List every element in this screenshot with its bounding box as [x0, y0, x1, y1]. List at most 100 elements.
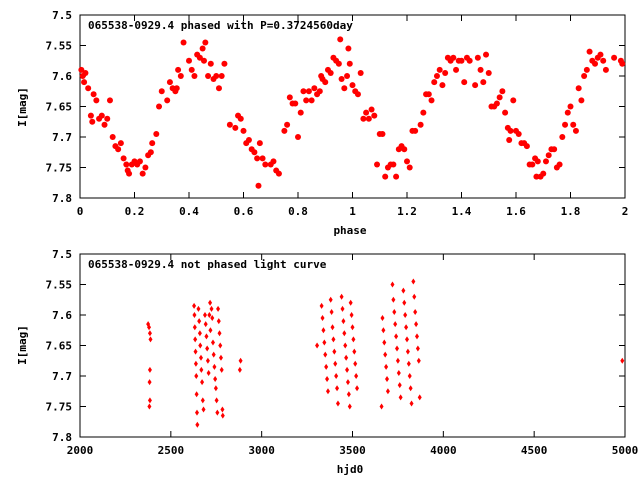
plot-area-frame: [79, 253, 626, 438]
data-point: [383, 351, 388, 358]
data-point: [352, 348, 357, 355]
data-point: [322, 339, 327, 346]
data-point: [331, 336, 336, 343]
data-point: [195, 421, 200, 428]
data-point: [346, 60, 353, 67]
x-tick-label: 2: [622, 205, 629, 218]
data-point: [545, 152, 552, 159]
data-point: [339, 293, 344, 300]
data-point: [357, 69, 364, 76]
data-point: [581, 73, 588, 79]
data-point: [619, 60, 626, 67]
data-point: [311, 85, 318, 92]
data-point: [353, 360, 358, 367]
data-point: [355, 385, 360, 392]
data-point: [194, 391, 199, 398]
data-point: [330, 324, 335, 331]
data-point: [308, 97, 315, 104]
data-point: [515, 130, 522, 137]
data-point: [404, 158, 410, 165]
data-point: [379, 403, 384, 410]
data-point: [344, 354, 349, 361]
y-tick-label: 7.8: [52, 192, 72, 205]
data-point: [602, 66, 609, 73]
data-point: [194, 373, 199, 379]
data-point: [200, 397, 205, 404]
data-point: [347, 403, 352, 410]
y-axis-label: I[mag]: [16, 325, 29, 365]
data-point: [192, 312, 197, 318]
data-point: [371, 112, 378, 119]
data-point: [611, 54, 618, 61]
data-point: [368, 106, 375, 113]
data-point: [597, 51, 604, 58]
data-point: [354, 373, 359, 379]
data-point: [286, 94, 293, 101]
data-point: [506, 137, 513, 144]
data-point: [406, 360, 411, 367]
x-tick-label: 0.6: [234, 205, 254, 218]
data-point: [126, 170, 133, 177]
data-point: [332, 348, 337, 355]
data-point: [202, 312, 207, 318]
data-point: [123, 161, 130, 168]
x-tick-label: 2500: [158, 444, 185, 457]
data-point: [325, 376, 330, 383]
data-point: [209, 305, 214, 312]
data-point: [198, 354, 203, 361]
not-phased-light-curve-plot: 2000 2500 3000 3500 4000 4500 5000 7.5 7.55 7.6 7.…: [16, 248, 638, 476]
data-point: [348, 299, 353, 306]
data-point: [408, 385, 413, 392]
data-point: [334, 373, 339, 379]
data-point: [335, 400, 340, 407]
data-point: [213, 376, 218, 383]
data-point: [409, 400, 414, 407]
data-point: [394, 333, 399, 340]
data-point: [295, 134, 301, 140]
data-point: [380, 315, 385, 322]
data-point: [433, 73, 440, 79]
data-point: [173, 85, 180, 92]
data-point: [220, 406, 225, 413]
data-point: [620, 357, 625, 364]
data-point: [192, 302, 197, 309]
data-point: [350, 324, 355, 331]
data-point: [392, 308, 397, 315]
x-tick-label: 3000: [248, 444, 275, 457]
data-point: [461, 79, 468, 86]
data-point: [345, 379, 350, 386]
data-point: [232, 124, 239, 131]
data-point: [203, 321, 208, 328]
data-point: [385, 388, 390, 395]
data-point: [324, 363, 329, 370]
data-point: [428, 97, 435, 104]
data-point: [208, 299, 213, 306]
data-point: [210, 315, 215, 322]
data-point: [523, 143, 530, 150]
data-point: [365, 115, 372, 122]
data-point: [198, 342, 203, 349]
data-point: [342, 330, 347, 337]
data-point: [405, 348, 410, 355]
data-point: [206, 369, 211, 376]
data-point: [323, 351, 328, 358]
y-tick-label: 7.55: [46, 40, 73, 53]
data-point: [149, 140, 156, 147]
axis-ticks: 2000 2500 3000 3500 4000 4500 5000 7.5 7.55 7.6 7.…: [46, 248, 639, 457]
data-point: [218, 342, 223, 349]
data-point: [349, 312, 354, 318]
data-point: [218, 73, 225, 79]
data-point: [158, 88, 165, 95]
data-point: [401, 287, 406, 294]
x-tick-label: 4500: [521, 444, 548, 457]
data-point: [136, 158, 143, 165]
data-point: [420, 109, 427, 116]
data-point: [346, 391, 351, 398]
data-point: [556, 161, 563, 168]
data-point: [351, 336, 356, 343]
phased-light-curve-plot: 0 0.2 0.4 0.6 0.8 1 1.2 1.4 1.6 1.8 2 7.5 7.55 7.6 7.6…: [16, 9, 628, 237]
data-point: [534, 158, 541, 165]
data-point: [177, 73, 184, 79]
data-point: [87, 112, 94, 119]
y-tick-label: 7.55: [46, 279, 73, 292]
